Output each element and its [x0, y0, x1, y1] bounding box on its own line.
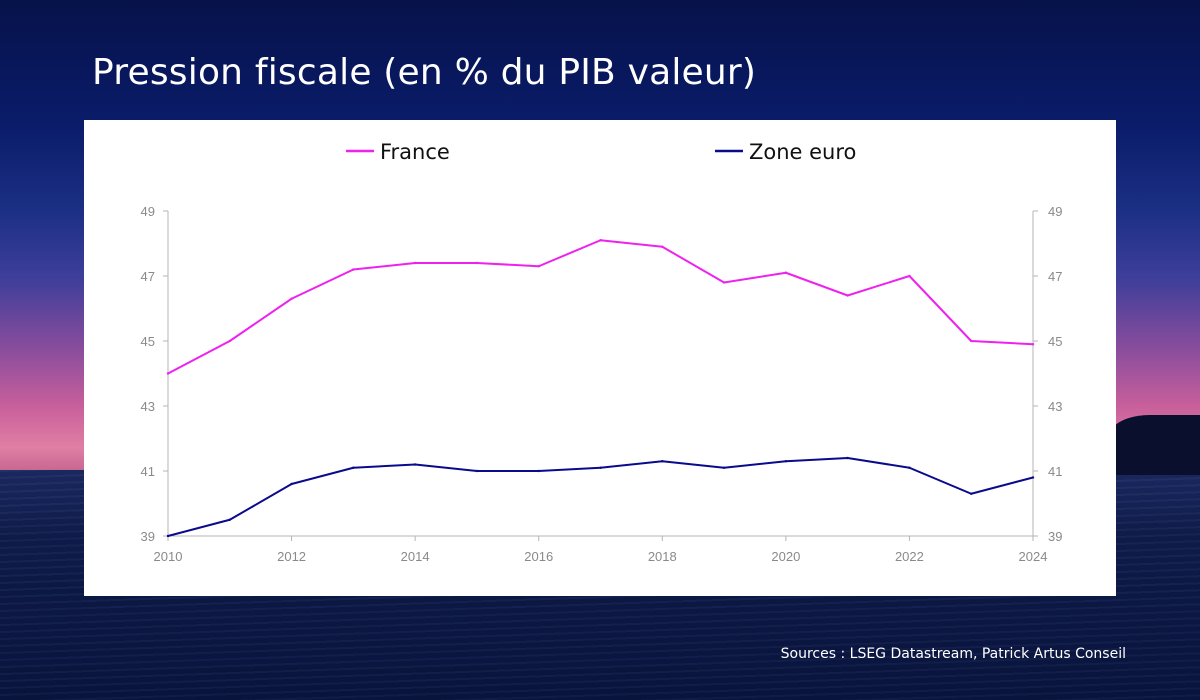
- y-tick-label-right: 43: [1048, 399, 1062, 414]
- data-point-france: [908, 274, 911, 278]
- coastline-silhouette: [1110, 415, 1200, 475]
- data-point-zone-euro: [352, 466, 355, 469]
- y-tick-label-right: 45: [1048, 334, 1062, 349]
- data-point-france: [970, 339, 973, 343]
- x-tick-label: 2018: [648, 549, 677, 564]
- x-tick-label: 2020: [771, 549, 800, 564]
- y-tick-label-left: 49: [141, 204, 155, 219]
- data-point-zone-euro: [413, 463, 417, 466]
- data-point-france: [228, 339, 231, 343]
- data-point-france: [166, 372, 170, 375]
- x-tick-label: 2014: [401, 549, 430, 564]
- data-point-zone-euro: [722, 466, 726, 469]
- chart-axes: 39 41 43 45 47 49 39 41 43 45 47 49 2010 2012 2014 2016…: [141, 204, 1063, 564]
- chart-panel: France Zone euro 39 41 43 45 47 49 39 41 43 45 47 4…: [84, 120, 1116, 596]
- data-point-zone-euro: [970, 492, 973, 495]
- y-tick-label-right: 49: [1048, 204, 1062, 219]
- x-tick-label: 2022: [895, 549, 924, 564]
- data-point-zone-euro: [537, 469, 540, 473]
- data-point-france: [846, 294, 849, 297]
- data-point-zone-euro: [1031, 476, 1035, 479]
- legend-label-france: France: [380, 140, 450, 164]
- data-point-zone-euro: [228, 518, 231, 521]
- data-point-france: [722, 281, 726, 284]
- chart-series: [166, 239, 1035, 538]
- data-point-zone-euro: [599, 466, 602, 469]
- slide-title: Pression fiscale (en % du PIB valeur): [92, 52, 757, 93]
- y-tick-label-left: 47: [141, 269, 155, 284]
- data-point-zone-euro: [475, 469, 479, 473]
- data-point-zone-euro: [846, 456, 849, 460]
- data-point-france: [537, 265, 540, 268]
- data-point-zone-euro: [290, 482, 293, 486]
- y-tick-label-right: 41: [1048, 464, 1062, 479]
- data-point-france: [352, 268, 355, 271]
- data-point-france: [661, 245, 664, 248]
- source-note: Sources : LSEG Datastream, Patrick Artus…: [780, 646, 1126, 662]
- data-point-zone-euro: [908, 466, 911, 469]
- data-point-france: [290, 297, 293, 300]
- data-point-zone-euro: [784, 460, 788, 463]
- data-point-zone-euro: [661, 460, 664, 463]
- y-tick-label-left: 43: [141, 399, 155, 414]
- y-tick-label-right: 39: [1048, 529, 1062, 544]
- line-chart: France Zone euro 39 41 43 45 47 49 39 41 43 45 47 4…: [141, 140, 1063, 564]
- series-line-zone-euro: [167, 457, 1034, 537]
- data-point-france: [1031, 343, 1035, 346]
- data-point-zone-euro: [166, 534, 170, 538]
- y-tick-label-left: 39: [141, 529, 155, 544]
- chart-legend: France Zone euro: [346, 140, 856, 164]
- data-point-france: [475, 261, 479, 265]
- data-point-france: [413, 261, 417, 265]
- series-line-france: [167, 239, 1034, 375]
- legend-label-zone-euro: Zone euro: [749, 140, 856, 164]
- x-tick-label: 2012: [277, 549, 306, 564]
- x-tick-label: 2024: [1019, 549, 1048, 564]
- data-point-france: [599, 239, 602, 242]
- y-tick-label-left: 41: [141, 464, 155, 479]
- data-point-france: [784, 271, 788, 274]
- x-tick-label: 2010: [154, 549, 183, 564]
- y-tick-label-left: 45: [141, 334, 155, 349]
- x-tick-label: 2016: [524, 549, 553, 564]
- y-tick-label-right: 47: [1048, 269, 1062, 284]
